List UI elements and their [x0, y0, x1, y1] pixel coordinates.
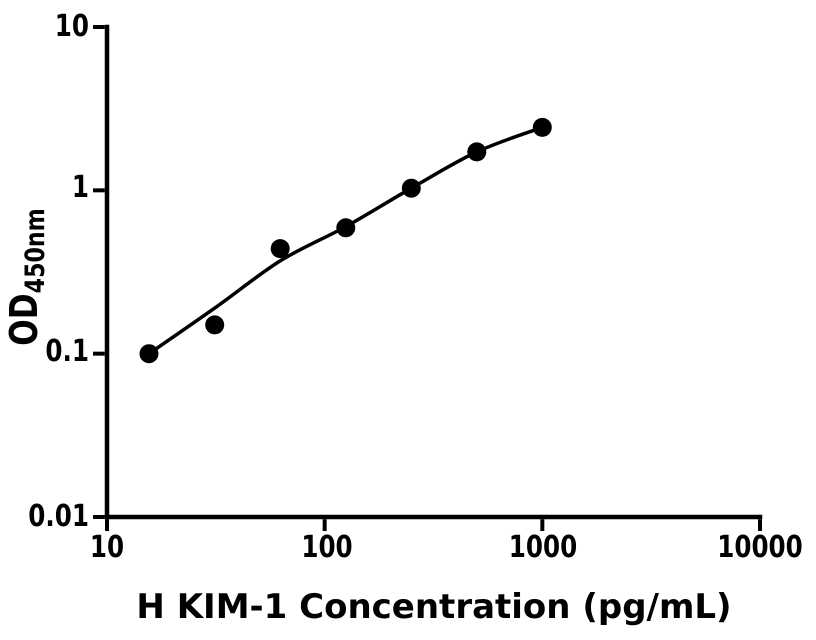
y-axis-title: OD450nm — [2, 208, 58, 345]
y-axis — [93, 24, 110, 520]
x-tick-label-10: 10 — [89, 530, 125, 565]
data-point — [205, 315, 225, 335]
data-point — [401, 178, 421, 198]
x-tick-label-100: 100 — [301, 530, 353, 565]
data-points — [139, 117, 552, 364]
x-axis-title: H KIM-1 Concentration (pg/mL) — [136, 587, 732, 627]
data-point — [336, 218, 356, 238]
y-tick-label-0.1: 0.1 — [45, 334, 89, 369]
data-point — [467, 142, 487, 162]
x-tick-label-10000: 10000 — [717, 530, 803, 565]
data-point — [139, 344, 159, 364]
y-tick-label-0.01: 0.01 — [28, 499, 89, 534]
x-axis — [104, 514, 763, 531]
y-axis-title-sub: 450nm — [20, 208, 51, 294]
data-point — [270, 239, 290, 259]
x-tick-label-1000: 1000 — [508, 530, 578, 565]
y-tick-label-1: 1 — [71, 170, 89, 205]
data-point — [532, 117, 552, 137]
y-tick-label-10: 10 — [54, 9, 89, 44]
y-axis-title-main: OD — [2, 293, 46, 346]
